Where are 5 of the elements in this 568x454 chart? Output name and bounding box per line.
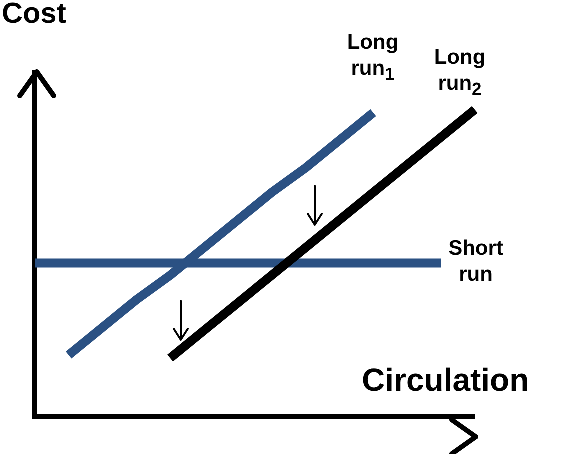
- series-label: Short run: [448, 236, 504, 288]
- y-axis-title: Cost: [2, 0, 66, 31]
- series-label: Long run$_{1}$: [346, 30, 400, 86]
- series-label: Long run$_{2}$: [433, 45, 487, 102]
- x-axis-title: Circulation: [362, 362, 530, 399]
